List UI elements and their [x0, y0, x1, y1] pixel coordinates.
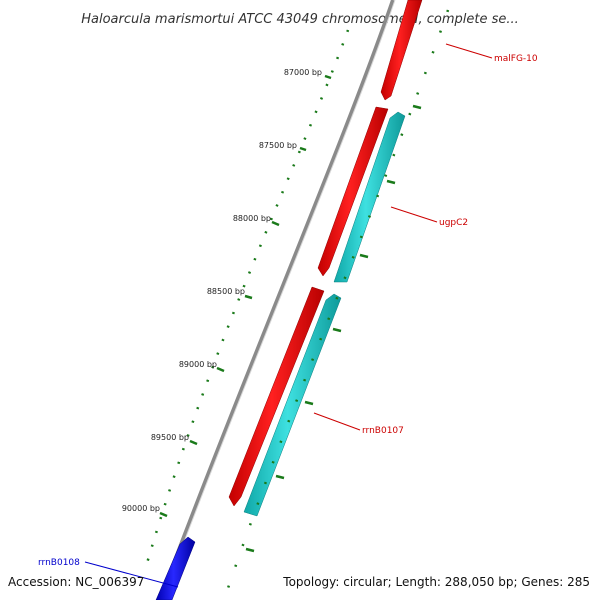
- gene-malFG-10[interactable]: [380, 0, 423, 101]
- tick-label: 90000 bp: [122, 504, 160, 513]
- topology-summary: Topology: circular; Length: 288,050 bp; …: [283, 575, 590, 589]
- gene-red-2[interactable]: [317, 106, 389, 277]
- tick-labels: 87000 bp 87500 bp 88000 bp 88500 bp 8900…: [122, 68, 322, 513]
- tick-mark: [299, 146, 307, 152]
- tick-mark: [275, 474, 285, 480]
- gene-ugpC2[interactable]: [333, 111, 406, 283]
- tick-marks: [159, 74, 332, 518]
- tick-mark: [324, 74, 332, 80]
- inner-tick-marks: [245, 104, 422, 553]
- tick-mark: [189, 439, 198, 446]
- label-leader: [313, 412, 361, 431]
- tick-mark: [386, 179, 396, 185]
- label-leader: [84, 561, 179, 588]
- tick-label: 87500 bp: [259, 141, 297, 150]
- tick-mark: [412, 104, 422, 110]
- label-leader: [390, 206, 438, 223]
- tick-mark: [271, 220, 280, 227]
- tick-label: 88000 bp: [233, 214, 271, 223]
- gene-rrnB0107[interactable]: [243, 293, 342, 517]
- gene-label-malFG-10[interactable]: malFG-10: [494, 54, 538, 64]
- tick-mark: [216, 366, 225, 373]
- tick-mark: [359, 253, 369, 259]
- tick-label: 89000 bp: [179, 360, 217, 369]
- gene-label-rrnB0108[interactable]: rrnB0108: [38, 558, 80, 568]
- accession-text: Accession: NC_006397: [8, 575, 145, 589]
- tick-mark: [245, 547, 255, 553]
- map-title: Haloarcula marismortui ATCC 43049 chromo…: [81, 12, 519, 27]
- gene-label-rrnB0107[interactable]: rrnB0107: [362, 426, 404, 436]
- tick-label: 88500 bp: [207, 287, 245, 296]
- gene-label-ugpC2[interactable]: ugpC2: [439, 218, 468, 228]
- tick-mark: [332, 327, 342, 333]
- tick-label: 89500 bp: [151, 433, 189, 442]
- tick-label: 87000 bp: [284, 68, 322, 77]
- tick-mark: [304, 400, 314, 406]
- backbone-highlight: [161, 0, 396, 600]
- backbone: [158, 0, 395, 600]
- tick-mark: [159, 511, 168, 518]
- label-leader: [445, 43, 493, 59]
- gene-red-3[interactable]: [228, 286, 325, 507]
- tick-mark: [244, 294, 253, 300]
- gene-rrnB0108[interactable]: [155, 536, 196, 600]
